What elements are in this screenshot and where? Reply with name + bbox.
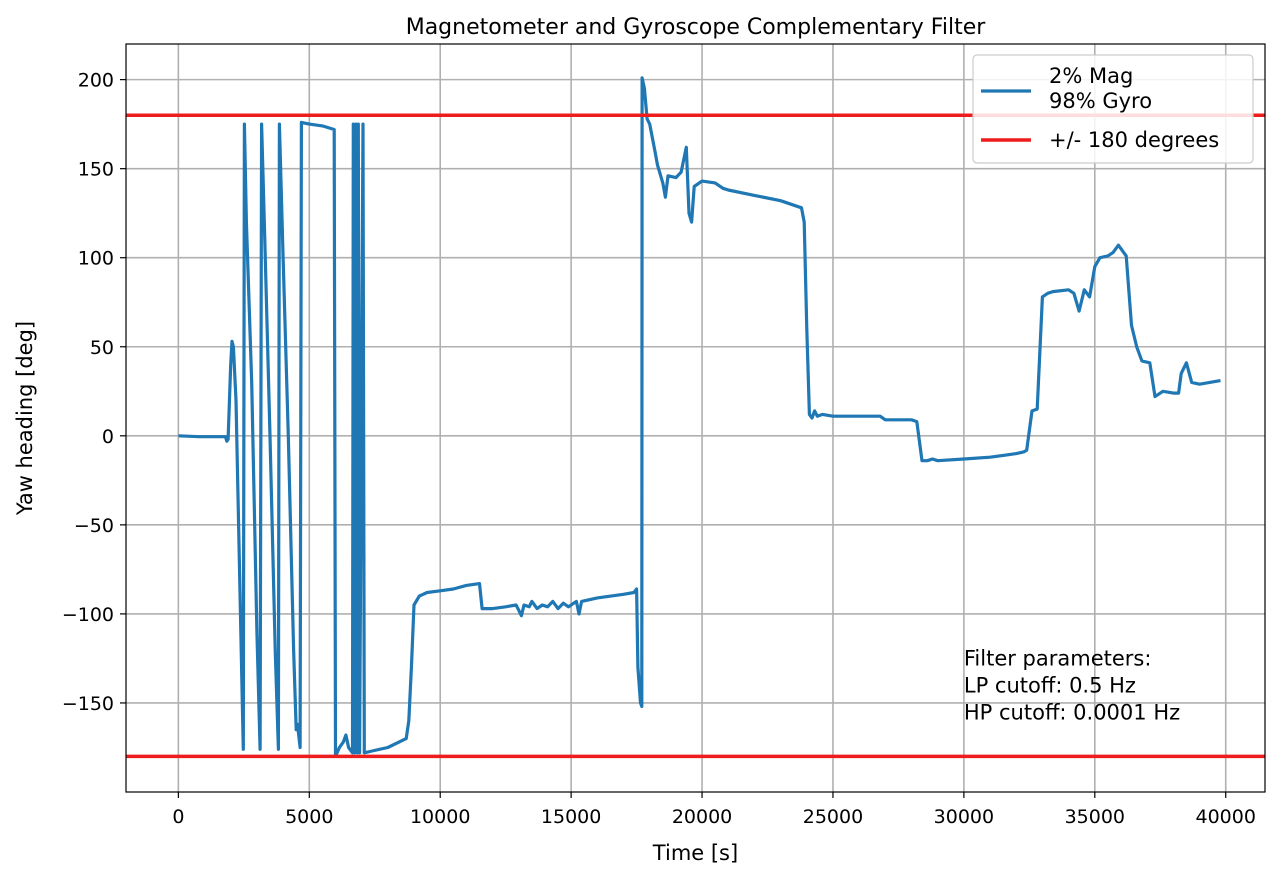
y-tick-label: −50 bbox=[74, 515, 114, 537]
legend-label: 98% Gyro bbox=[1049, 89, 1152, 113]
x-tick-label: 30000 bbox=[934, 806, 994, 828]
y-tick-label: 200 bbox=[78, 70, 114, 92]
series-line-mag-gyro bbox=[178, 76, 1221, 758]
y-axis-title: Yaw heading [deg] bbox=[13, 321, 37, 516]
x-tick-label: 35000 bbox=[1065, 806, 1125, 828]
x-tick-label: 0 bbox=[172, 806, 184, 828]
x-axis-ticks: 0 5000 10000 15000 20000 25000 30000 35000 40000 bbox=[172, 792, 1256, 828]
x-axis-title: Time [s] bbox=[652, 841, 738, 865]
y-tick-label: 100 bbox=[78, 248, 114, 270]
chart-title: Magnetometer and Gyroscope Complementary… bbox=[406, 15, 987, 40]
y-axis-ticks: −150 −100 −50 0 50 100 150 200 bbox=[62, 70, 126, 715]
x-tick-label: 40000 bbox=[1195, 806, 1255, 828]
legend-label: +/- 180 degrees bbox=[1049, 128, 1219, 152]
x-tick-label: 5000 bbox=[285, 806, 333, 828]
y-tick-label: −100 bbox=[62, 604, 114, 626]
grid bbox=[126, 44, 1265, 792]
filter-parameters-annotation: Filter parameters: LP cutoff: 0.5 Hz HP cu… bbox=[964, 646, 1180, 724]
x-tick-label: 25000 bbox=[803, 806, 863, 828]
y-tick-label: 0 bbox=[102, 426, 114, 448]
x-tick-label: 20000 bbox=[672, 806, 732, 828]
legend-box bbox=[972, 54, 1254, 164]
y-tick-label: −150 bbox=[62, 693, 114, 715]
y-tick-label: 50 bbox=[90, 337, 114, 359]
x-tick-label: 15000 bbox=[541, 806, 601, 828]
x-tick-label: 10000 bbox=[410, 806, 470, 828]
annotation-line: LP cutoff: 0.5 Hz bbox=[964, 673, 1136, 697]
annotation-line: Filter parameters: bbox=[964, 646, 1152, 670]
plot-frame bbox=[125, 43, 1266, 793]
y-tick-label: 150 bbox=[78, 159, 114, 181]
annotation-line: HP cutoff: 0.0001 Hz bbox=[964, 700, 1180, 724]
legend-label: 2% Mag bbox=[1049, 64, 1133, 88]
